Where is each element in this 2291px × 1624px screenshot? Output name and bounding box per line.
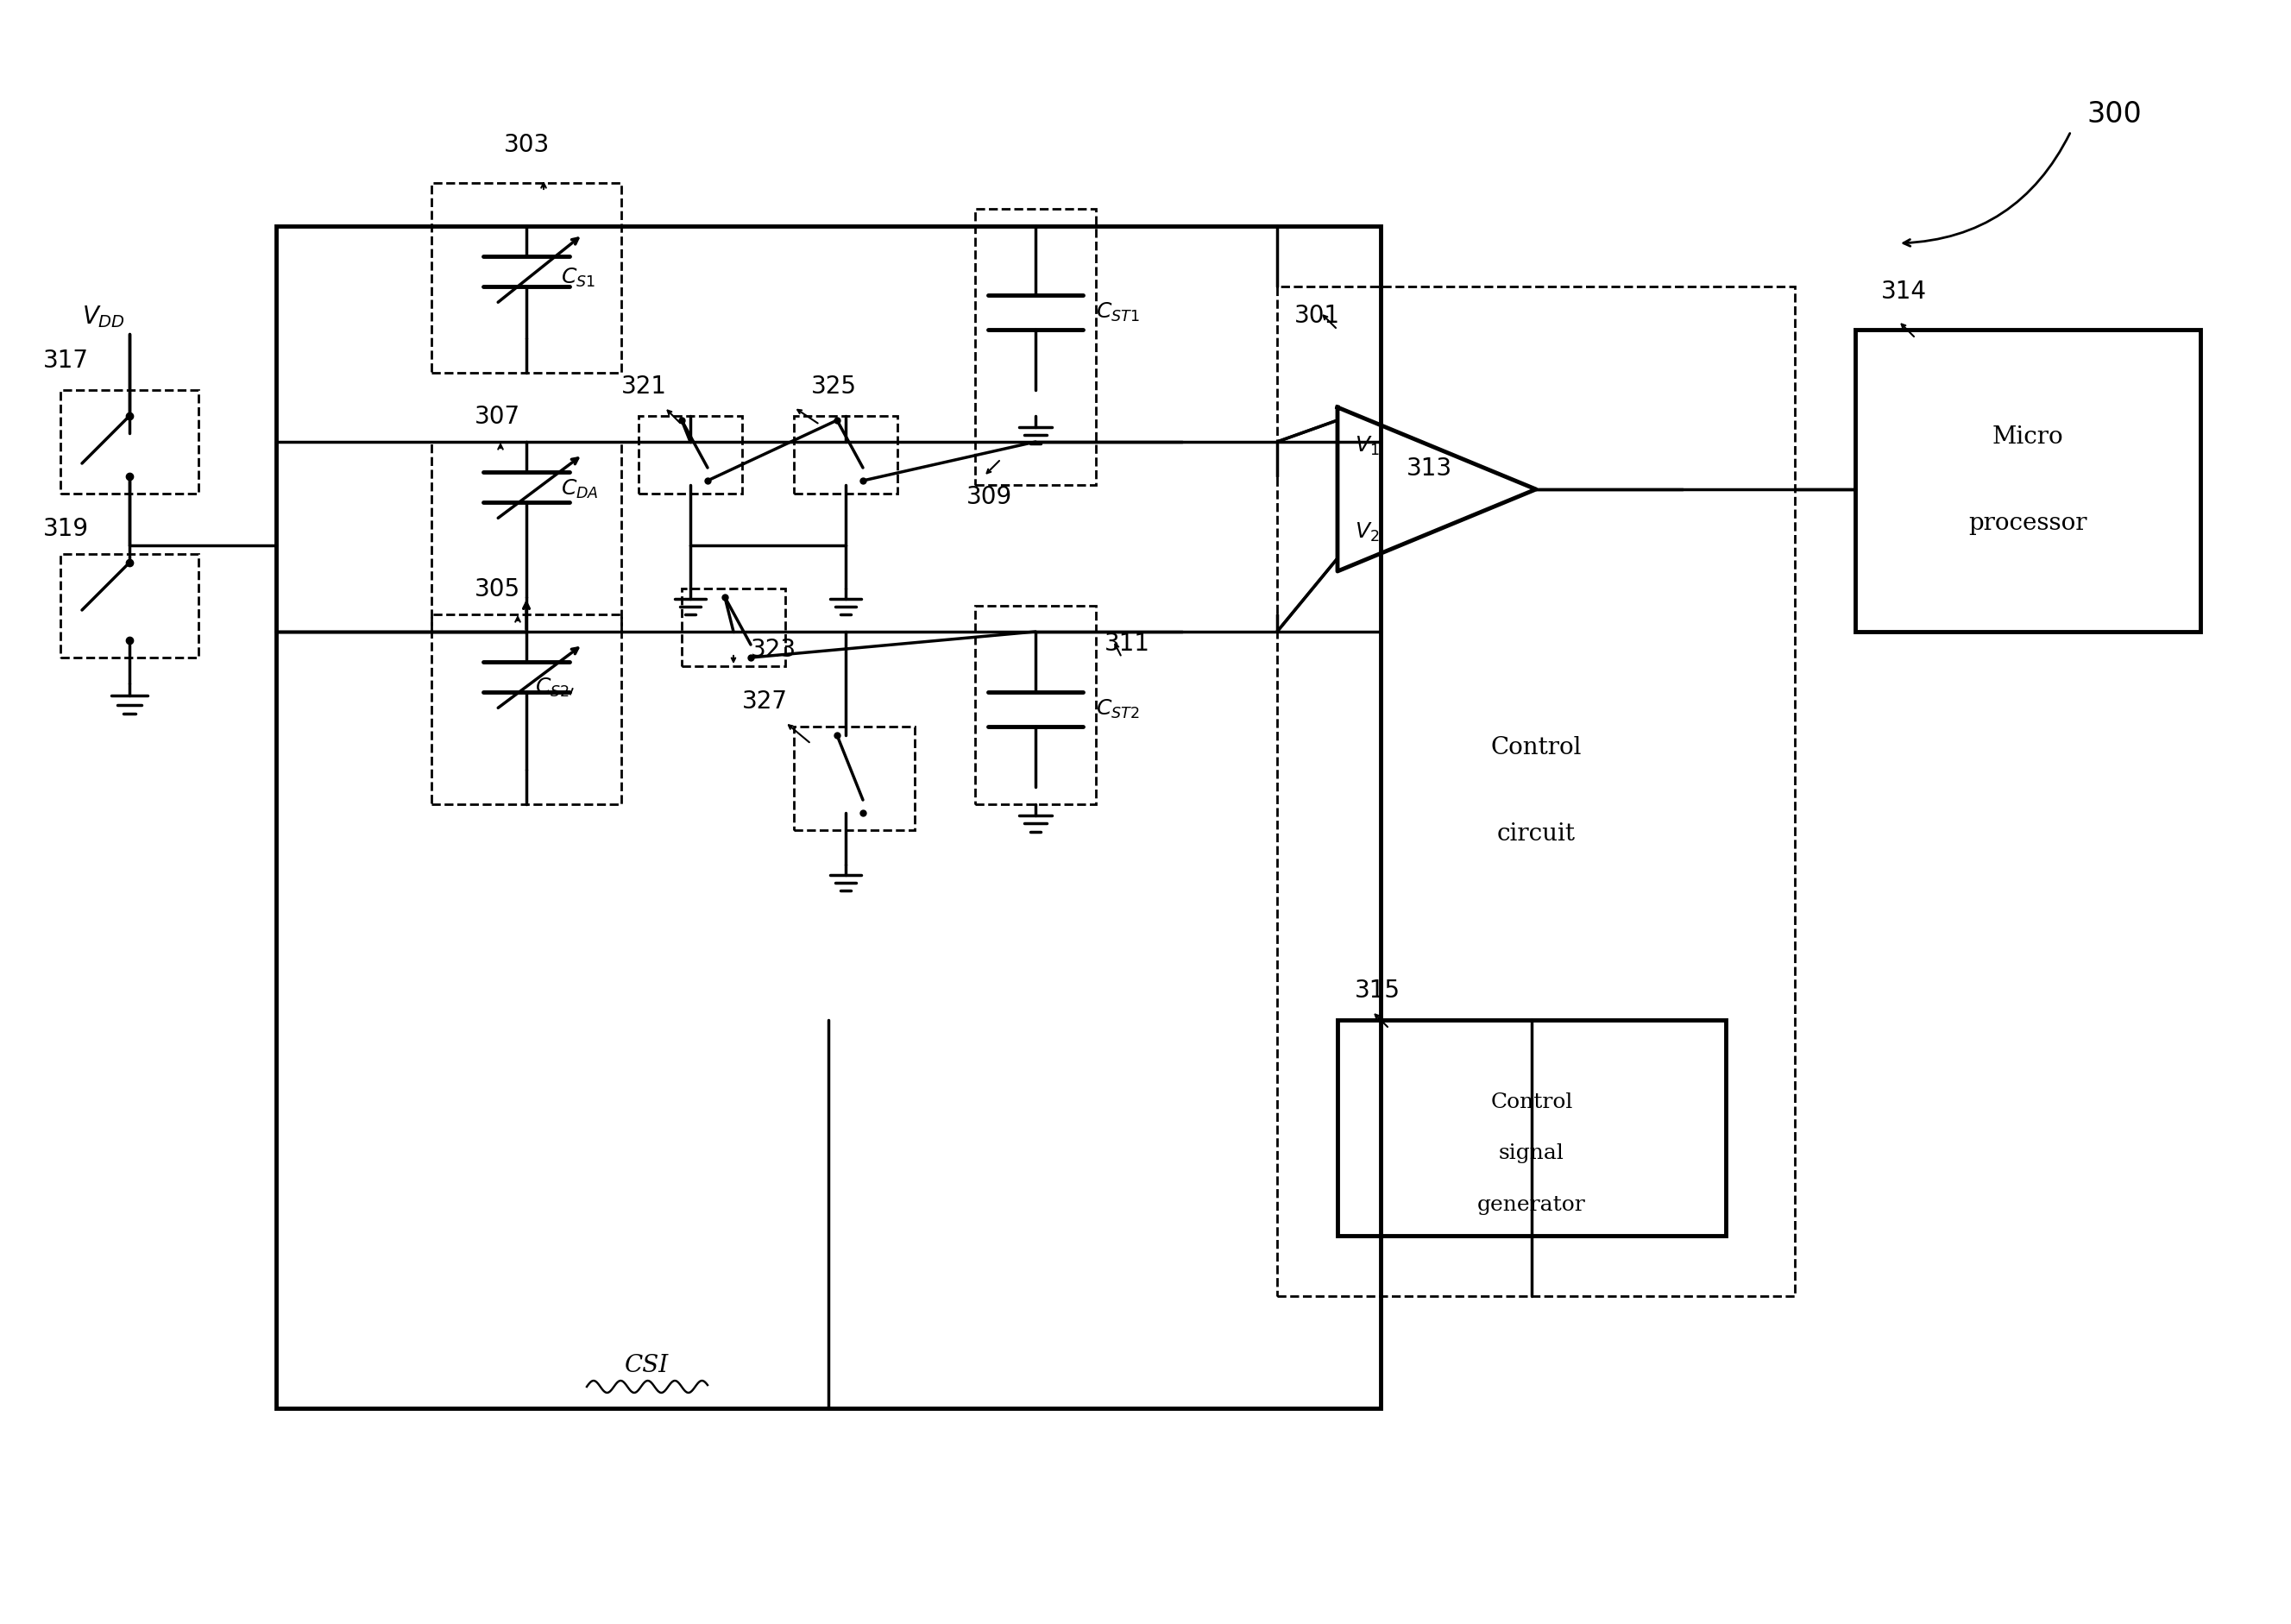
- Text: $C_{ST2}$: $C_{ST2}$: [1095, 698, 1139, 721]
- Bar: [976, 209, 1095, 486]
- Text: Micro: Micro: [1993, 425, 2064, 450]
- Bar: [795, 416, 898, 494]
- Text: $V_{DD}$: $V_{DD}$: [82, 304, 126, 330]
- Text: 311: 311: [1104, 632, 1150, 656]
- Bar: [431, 614, 621, 804]
- Text: processor: processor: [1968, 512, 2087, 536]
- Text: $C_{S2\prime}$: $C_{S2\prime}$: [536, 677, 575, 698]
- Text: 300: 300: [2087, 99, 2142, 128]
- Text: CSI: CSI: [625, 1353, 669, 1377]
- Text: 307: 307: [474, 404, 520, 429]
- Text: 313: 313: [1407, 456, 1452, 481]
- Text: Control: Control: [1491, 737, 1581, 760]
- Text: 321: 321: [621, 375, 667, 398]
- Bar: [639, 416, 742, 494]
- Text: $C_{S1}$: $C_{S1}$: [561, 266, 596, 289]
- Text: Control: Control: [1491, 1091, 1574, 1112]
- Text: 305: 305: [474, 577, 520, 601]
- Text: 323: 323: [751, 638, 797, 663]
- Text: $C_{ST1}$: $C_{ST1}$: [1095, 300, 1139, 323]
- Text: $V_1$: $V_1$: [1354, 435, 1379, 458]
- Text: generator: generator: [1478, 1195, 1585, 1215]
- Bar: [1338, 1020, 1725, 1236]
- Text: 325: 325: [811, 375, 857, 398]
- Text: 319: 319: [44, 516, 89, 541]
- Text: 314: 314: [1881, 279, 1927, 304]
- Bar: [60, 390, 199, 494]
- Bar: [683, 588, 786, 666]
- Bar: [795, 726, 914, 830]
- Text: $C_{DA}$: $C_{DA}$: [561, 477, 598, 500]
- Text: 315: 315: [1354, 979, 1400, 1002]
- Text: 327: 327: [742, 690, 788, 713]
- Bar: [277, 226, 1381, 1408]
- Text: 317: 317: [44, 349, 89, 374]
- Bar: [1856, 330, 2199, 632]
- Text: 301: 301: [1294, 304, 1340, 328]
- Bar: [431, 442, 621, 632]
- Text: circuit: circuit: [1496, 823, 1576, 846]
- Bar: [60, 554, 199, 658]
- Bar: [1276, 286, 1794, 1296]
- Text: $V_2$: $V_2$: [1354, 521, 1379, 544]
- Bar: [976, 606, 1095, 804]
- Bar: [431, 184, 621, 374]
- Text: 303: 303: [504, 133, 550, 158]
- Text: signal: signal: [1498, 1143, 1565, 1164]
- Text: 309: 309: [967, 486, 1013, 508]
